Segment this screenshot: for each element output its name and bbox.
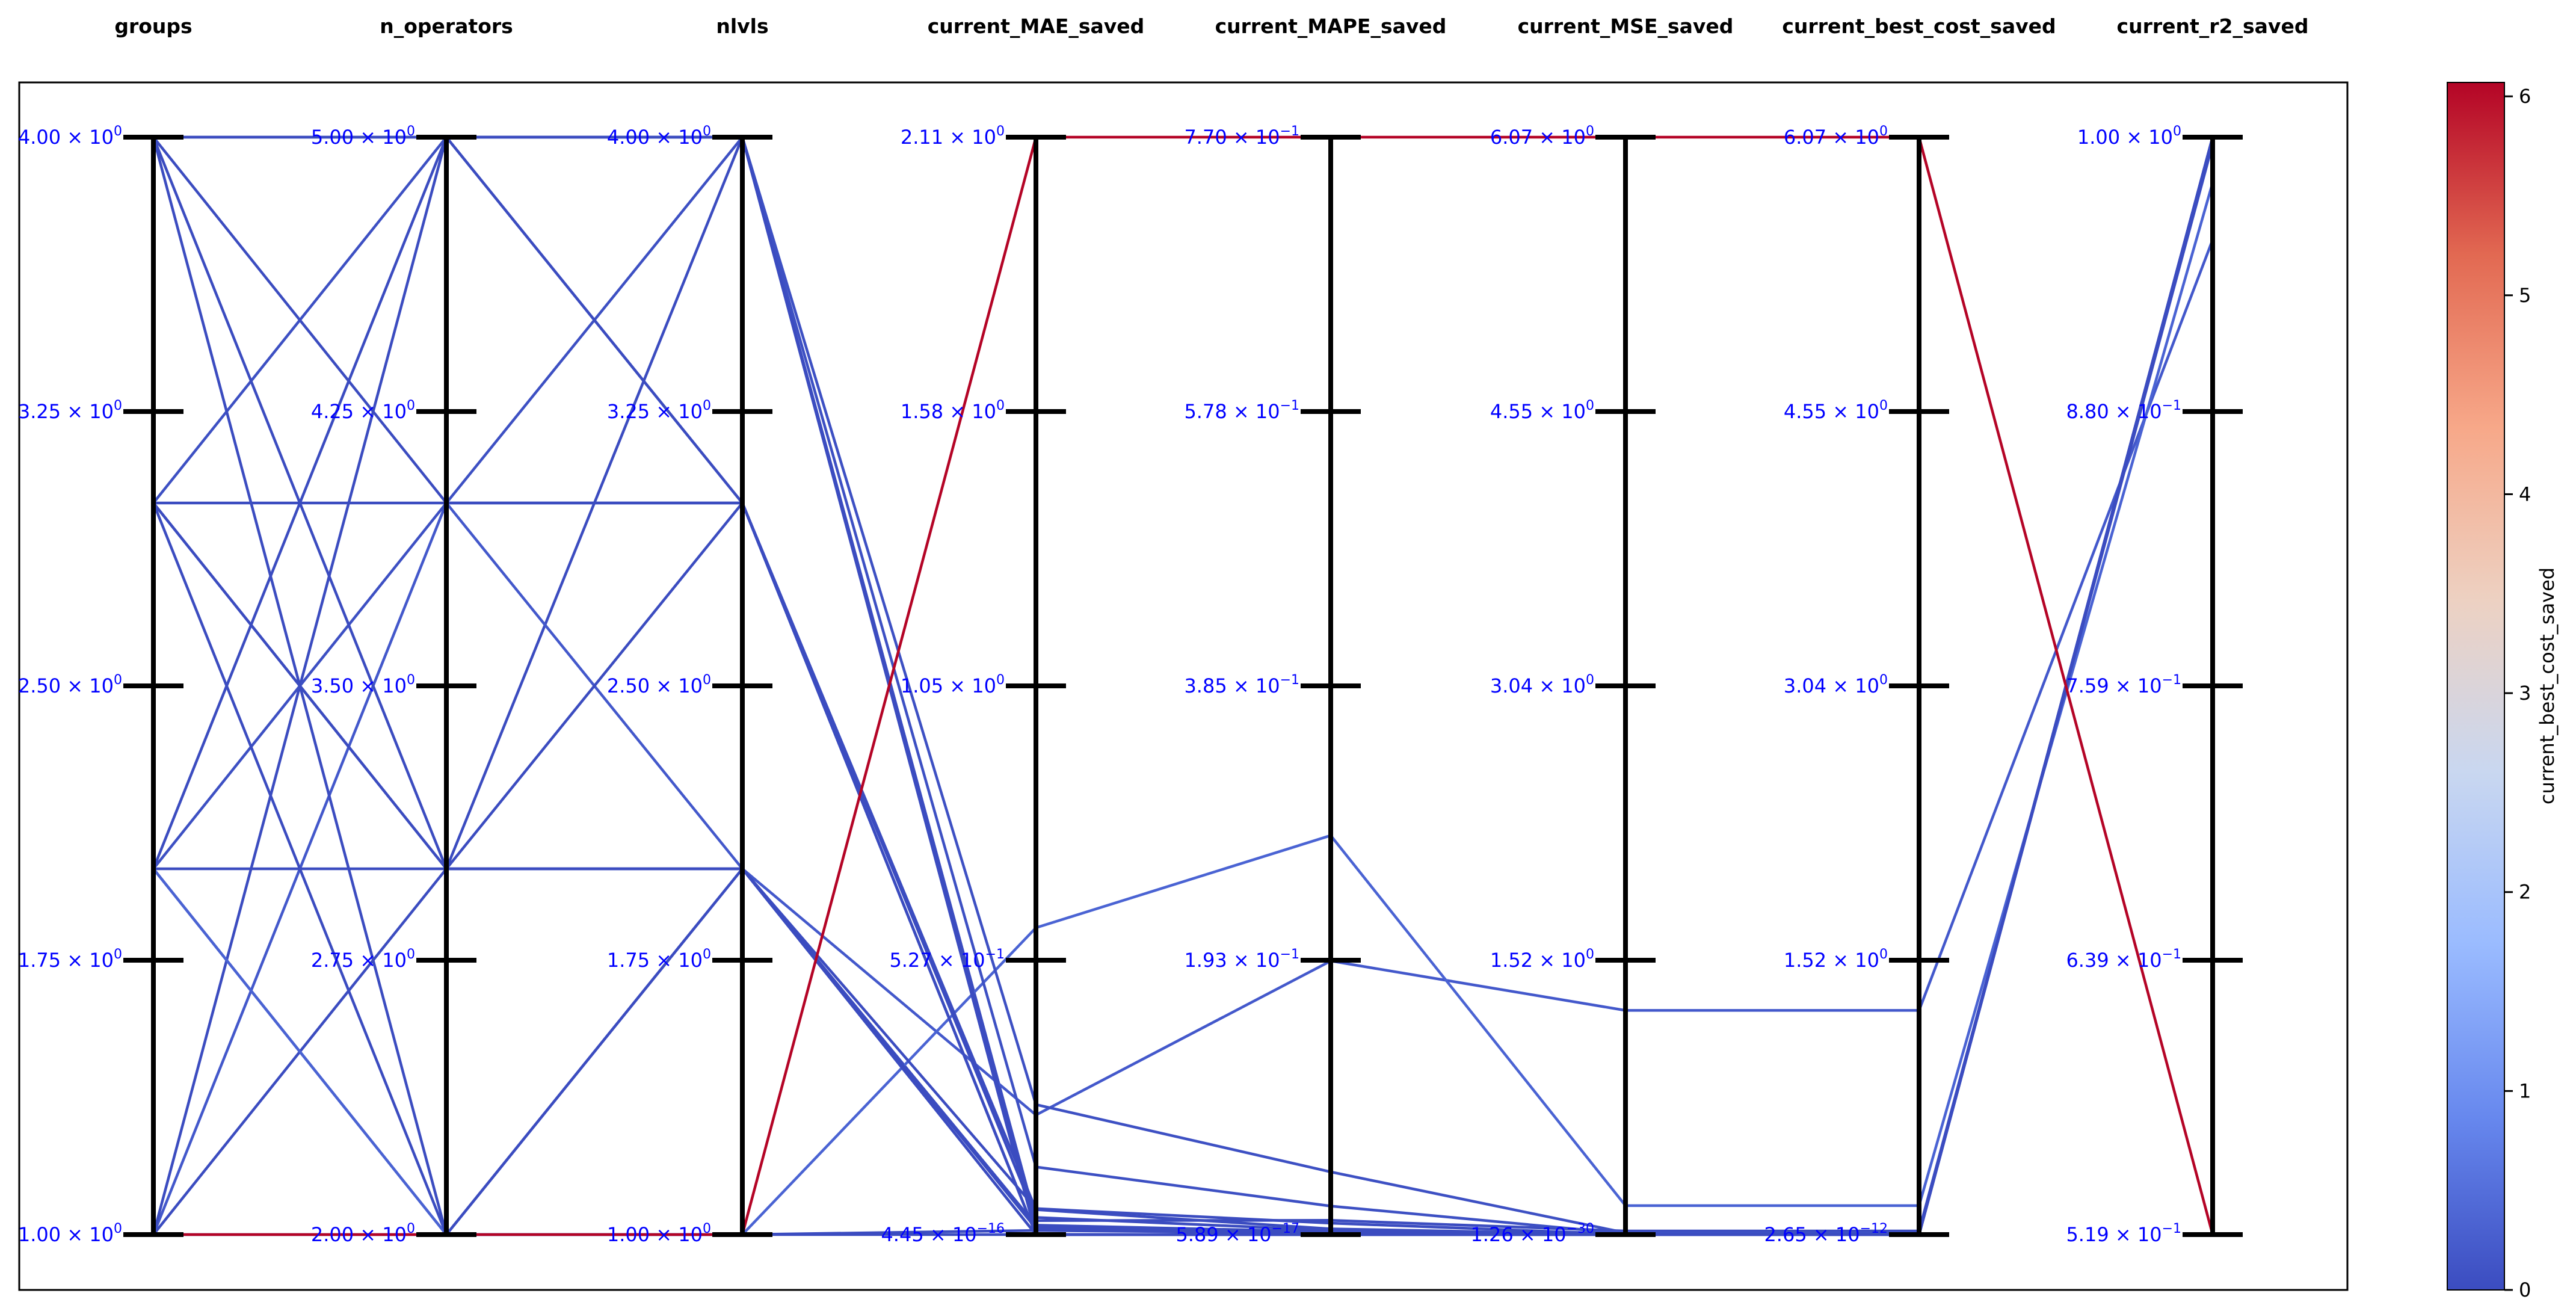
tick-label: 3.04 × 100	[1784, 673, 1888, 697]
tick-label: 2.50 × 100	[607, 673, 711, 697]
colorbar: 0 1 2 3 4 5 6 current_best_cost_saved	[2447, 82, 2559, 1301]
tick-label: 1.05 × 100	[901, 673, 1005, 697]
tick-label: 1.00 × 100	[607, 1221, 711, 1246]
series-lines	[152, 135, 2214, 1236]
axis: current_MSE_saved 6.07 × 100 4.55 × 100 3.0…	[1470, 14, 1733, 1246]
axis-title: current_MSE_saved	[1518, 14, 1734, 38]
tick-label: 1.75 × 100	[607, 947, 711, 972]
colorbar-tick-label: 2	[2519, 881, 2531, 904]
tick-label: 3.25 × 100	[18, 398, 122, 423]
axis: current_best_cost_saved 6.07 × 100 4.55 × …	[1764, 14, 2056, 1246]
tick-label: 6.07 × 100	[1490, 124, 1594, 149]
colorbar-gradient	[2447, 82, 2505, 1291]
tick-label: 6.07 × 100	[1784, 124, 1888, 149]
tick-label: 4.55 × 100	[1784, 398, 1888, 423]
axis-title: current_MAE_saved	[928, 14, 1145, 38]
tick-label: 4.25 × 100	[311, 398, 415, 423]
axis-title: n_operators	[380, 14, 513, 38]
plot-frame	[18, 81, 2349, 1291]
tick-label: 4.00 × 100	[607, 124, 711, 149]
colorbar-tick-label: 4	[2519, 483, 2531, 505]
tick-label: 5.89 × 10−17	[1176, 1221, 1299, 1246]
axis-title: groups	[114, 14, 192, 38]
tick-label: 5.19 × 10−1	[2066, 1221, 2181, 1246]
tick-label: 4.45 × 10−16	[881, 1221, 1005, 1246]
series-line	[152, 239, 2214, 1235]
tick-label: 1.52 × 100	[1784, 947, 1888, 972]
colorbar-title: current_best_cost_saved	[2536, 567, 2559, 804]
tick-label: 1.93 × 10−1	[1184, 947, 1299, 972]
tick-label: 1.26 × 10−30	[1470, 1221, 1594, 1246]
series-line	[152, 182, 2214, 1236]
tick-label: 1.58 × 100	[901, 398, 1005, 423]
axis-title: current_r2_saved	[2117, 14, 2309, 38]
tick-label: 3.04 × 100	[1490, 673, 1594, 697]
tick-label: 2.65 × 10−12	[1764, 1221, 1888, 1246]
axis: current_r2_saved 1.00 × 100 8.80 × 10−1 7.5…	[2066, 14, 2308, 1246]
tick-label: 2.50 × 100	[18, 673, 122, 697]
tick-label: 2.00 × 100	[311, 1221, 415, 1246]
tick-label: 6.39 × 10−1	[2066, 947, 2181, 972]
tick-label: 3.85 × 10−1	[1184, 673, 1299, 697]
axis-title: nlvls	[716, 14, 768, 38]
axis: current_MAE_saved 2.11 × 100 1.58 × 100 1.0…	[881, 14, 1144, 1246]
tick-label: 4.55 × 100	[1490, 398, 1594, 423]
axis-title: current_MAPE_saved	[1215, 14, 1447, 38]
tick-label: 3.50 × 100	[311, 673, 415, 697]
tick-label: 5.27 × 10−1	[889, 947, 1005, 972]
tick-label: 2.75 × 100	[311, 947, 415, 972]
tick-label: 5.78 × 10−1	[1184, 398, 1299, 423]
axis: nlvls 4.00 × 100 3.25 × 100 2.50 × 100 1.75 …	[607, 14, 772, 1246]
tick-label: 1.00 × 100	[18, 1221, 122, 1246]
tick-label: 4.00 × 100	[18, 124, 122, 149]
tick-label: 7.59 × 10−1	[2066, 673, 2181, 697]
axis: n_operators 5.00 × 100 4.25 × 100 3.50 × 10…	[311, 14, 513, 1246]
colorbar-tick-label: 5	[2519, 284, 2531, 307]
tick-label: 1.00 × 100	[2077, 124, 2181, 149]
colorbar-tick-label: 1	[2519, 1079, 2531, 1102]
tick-label: 3.25 × 100	[607, 398, 711, 423]
colorbar-tick-label: 0	[2519, 1279, 2531, 1301]
colorbar-tick-label: 6	[2519, 85, 2531, 108]
tick-label: 2.11 × 100	[901, 124, 1005, 149]
colorbar-tick-label: 3	[2519, 682, 2531, 705]
tick-label: 7.70 × 10−1	[1184, 124, 1299, 149]
tick-label: 8.80 × 10−1	[2066, 398, 2181, 423]
axis: groups 4.00 × 100 3.25 × 100 2.50 × 100 1.75…	[18, 14, 193, 1246]
tick-label: 1.52 × 100	[1490, 947, 1594, 972]
axes: groups 4.00 × 100 3.25 × 100 2.50 × 100 1.75…	[18, 14, 2309, 1246]
tick-label: 1.75 × 100	[18, 947, 122, 972]
tick-label: 5.00 × 100	[311, 124, 415, 149]
axis: current_MAPE_saved 7.70 × 10−1 5.78 × 10−1…	[1176, 14, 1446, 1246]
series-line	[153, 135, 2214, 1236]
axis-title: current_best_cost_saved	[1782, 14, 2056, 38]
series-line	[153, 135, 2214, 1236]
